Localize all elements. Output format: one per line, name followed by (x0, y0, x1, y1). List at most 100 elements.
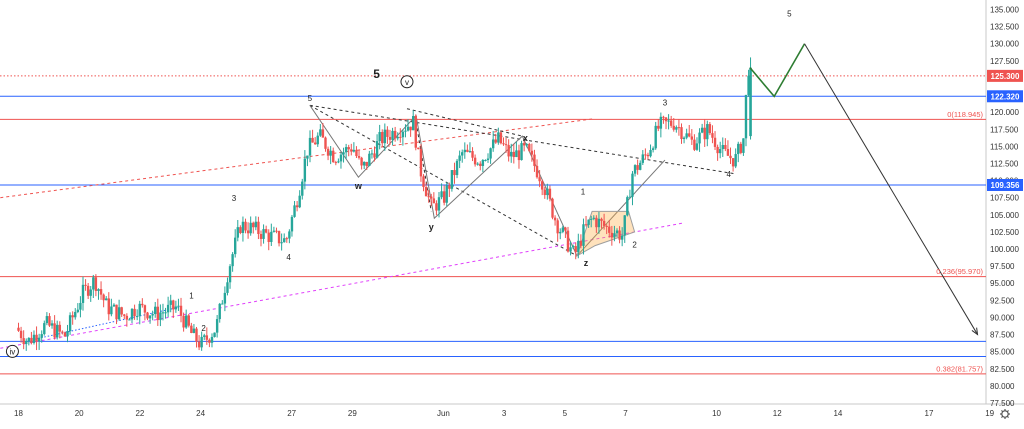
candle-body (236, 227, 239, 238)
candle-body (700, 127, 704, 133)
candle-body (97, 289, 100, 291)
wave-label: 2 (201, 324, 206, 333)
candle-body (143, 305, 147, 313)
candle-body (244, 221, 247, 231)
candle-body (195, 328, 198, 342)
wave-label: z (584, 258, 589, 268)
candle-body (48, 316, 51, 326)
candle-body (685, 133, 688, 138)
candle-body (92, 277, 95, 290)
candle-body (538, 177, 541, 182)
x-tick-label: 22 (135, 409, 144, 418)
candle-body (566, 230, 570, 252)
candle-body (105, 298, 108, 301)
candle-body (290, 216, 294, 232)
candle-body (381, 132, 384, 144)
settings-gear-icon[interactable] (1000, 409, 1010, 419)
candle-body (40, 334, 43, 338)
gear-icon-tooth (1001, 410, 1004, 413)
candle-body (602, 220, 606, 226)
candle-body (520, 143, 523, 161)
candle-body (102, 294, 105, 301)
candle-body (81, 284, 85, 303)
candle-body (613, 233, 616, 238)
candle-body (324, 137, 327, 149)
candle-body (86, 285, 90, 296)
candle-body (252, 222, 255, 228)
candle-body (156, 306, 160, 321)
candle-body (734, 154, 737, 167)
candle-body (285, 238, 288, 240)
candle-body (301, 181, 304, 196)
candle-body (213, 332, 216, 337)
x-tick-label: 14 (833, 409, 842, 418)
candle-body (339, 154, 343, 162)
candle-body (711, 133, 714, 138)
candle-body (747, 75, 750, 95)
wave-label: y (429, 222, 434, 232)
candle-body (154, 306, 157, 315)
candle-body (401, 131, 405, 138)
black-dashed-x-line (406, 108, 523, 137)
candle-body (43, 323, 46, 335)
projection-arrow-line (804, 43, 978, 335)
candle-body (749, 67, 752, 137)
candle-body (63, 332, 67, 337)
candle-body (391, 130, 394, 140)
candle-body (208, 339, 211, 343)
candle-body (37, 337, 41, 342)
y-tick-label: 117.500 (990, 125, 1019, 134)
candle-body (166, 304, 170, 313)
x-tick-label: Jun (437, 409, 450, 418)
candle-body (210, 336, 214, 343)
candle-body (412, 115, 415, 131)
candle-body (303, 158, 307, 182)
candle-body (569, 247, 572, 252)
candle-body (254, 221, 258, 228)
candle-body (664, 117, 668, 122)
candle-body (471, 151, 474, 158)
price-badge-label: 122.320 (991, 92, 1020, 101)
candle-body (680, 127, 683, 140)
candle-body (393, 130, 397, 139)
candle-body (45, 316, 49, 324)
candle-body (275, 230, 278, 232)
candle-body (419, 149, 423, 177)
candle-body (112, 304, 116, 307)
candle-body (383, 129, 387, 144)
candle-body (577, 240, 580, 253)
wave-label: 3 (663, 98, 668, 107)
candle-body (30, 337, 33, 343)
x-tick-label: 3 (502, 409, 507, 418)
candle-body (231, 254, 234, 267)
y-tick-label: 100.000 (990, 245, 1019, 254)
x-tick-label: 24 (196, 409, 205, 418)
y-tick-label: 127.500 (990, 57, 1019, 66)
candle-body (535, 165, 539, 178)
candle-body (148, 315, 152, 319)
candle-body (677, 127, 681, 129)
candle-body (388, 136, 392, 140)
candle-body (703, 127, 706, 140)
candle-body (646, 154, 650, 157)
candle-body (375, 141, 379, 158)
candle-body (215, 319, 219, 333)
candle-body (424, 187, 428, 197)
wave-label: 2 (632, 241, 637, 250)
candle-body (187, 315, 190, 326)
rebound-connector-line (576, 159, 666, 257)
candle-body (362, 161, 366, 166)
candle-body (510, 151, 513, 157)
candle-body (84, 284, 87, 286)
candle-body (481, 159, 485, 166)
candle-body (239, 227, 242, 233)
candle-body (130, 308, 134, 320)
candle-body (548, 188, 552, 199)
x-tick-label: 18 (14, 409, 23, 418)
y-tick-label: 132.500 (990, 23, 1019, 32)
candle-body (169, 300, 172, 305)
x-tick-label: 20 (75, 409, 84, 418)
candle-body (74, 311, 77, 318)
candle-body (450, 170, 454, 189)
